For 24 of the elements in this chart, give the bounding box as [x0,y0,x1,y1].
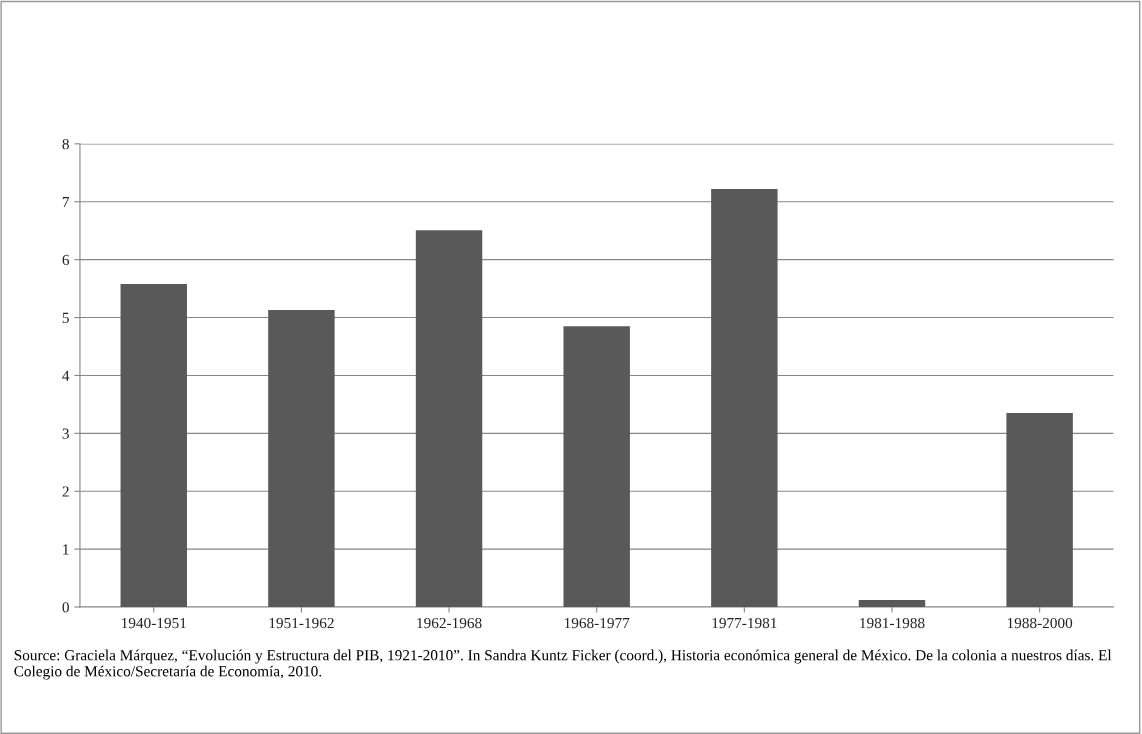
y-tick-label: 5 [62,312,69,323]
y-tick-label: 1 [63,544,69,555]
y-tick-label: 6 [62,254,70,266]
x-tick-label: 1951-1962 [269,617,334,629]
x-tick-label: 1940-1951 [122,617,186,629]
bar [563,326,630,608]
y-tick-label: 0 [62,602,69,613]
bar [711,189,778,608]
y-tick-label: 8 [62,139,69,150]
x-tick-label: 1977-1981 [712,617,777,629]
x-tick-label: 1981-1988 [860,617,925,629]
bar [268,310,335,608]
source-note: Source: Graciela Márquez, “Evolución y Estructura del PIB, 1921-2010”. In Sandra Kuntz Ficker (coord.), Historia económica general de México. De la colonia a nuestros días. El Colegio de México/Secretaría de Economía, 2010. [14,649,1112,680]
bar [1006,413,1073,608]
x-tick-label: 1962-1968 [417,617,482,629]
x-tick-label: 1968-1977 [564,617,630,629]
y-tick-label: 7 [62,197,70,208]
y-tick-label: 4 [62,370,70,381]
bar [858,600,926,608]
y-tick-label: 2 [62,486,69,497]
y-tick-label: 3 [62,428,69,439]
x-tick-label: 1988-2000 [1007,617,1073,629]
bar [120,283,187,608]
bar [415,230,483,608]
